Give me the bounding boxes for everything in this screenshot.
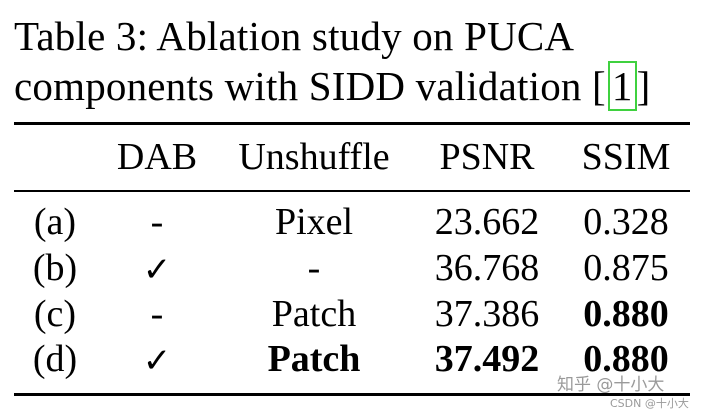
header-ssim: SSIM bbox=[581, 136, 671, 178]
row-d-psnr: 37.492 bbox=[434, 338, 540, 380]
header-unshuffle: Unshuffle bbox=[238, 136, 390, 178]
caption-line-1: Table 3: Ablation study on PUCA bbox=[14, 13, 575, 59]
row-a-label: (a) bbox=[33, 201, 77, 243]
watermark-csdn: CSDN @十小大 bbox=[610, 397, 689, 410]
header-dab: DAB bbox=[116, 136, 198, 178]
caption-line-2-text: components with SIDD validation [ bbox=[14, 63, 606, 109]
row-d-unshuffle: Patch bbox=[267, 338, 361, 380]
row-b-ssim: 0.875 bbox=[583, 247, 669, 289]
row-d-label: (d) bbox=[32, 338, 78, 380]
row-a-unshuffle: Pixel bbox=[274, 201, 354, 243]
caption-line-2: components with SIDD validation [1] bbox=[14, 61, 651, 111]
watermark-zhihu: 知乎 @十小大 bbox=[557, 375, 665, 395]
header-psnr: PSNR bbox=[439, 136, 535, 178]
row-c-dab: - bbox=[150, 293, 164, 335]
row-c-unshuffle: Patch bbox=[271, 293, 357, 335]
row-b-label: (b) bbox=[32, 247, 78, 289]
bottom-rule bbox=[14, 393, 690, 396]
row-b-dab-checkmark-icon: ✓ bbox=[142, 250, 172, 290]
row-a-psnr: 23.662 bbox=[434, 201, 540, 243]
row-b-unshuffle: - bbox=[307, 247, 321, 289]
row-a-dab: - bbox=[150, 201, 164, 243]
header-rule bbox=[14, 190, 690, 192]
row-a-ssim: 0.328 bbox=[583, 201, 669, 243]
top-rule bbox=[14, 122, 690, 125]
row-c-label: (c) bbox=[33, 293, 77, 335]
row-d-ssim: 0.880 bbox=[583, 338, 669, 380]
caption-bracket-close: ] bbox=[636, 63, 651, 109]
citation-link[interactable]: 1 bbox=[607, 61, 637, 111]
row-c-ssim: 0.880 bbox=[583, 293, 669, 335]
row-d-dab-checkmark-icon: ✓ bbox=[142, 341, 172, 381]
row-c-psnr: 37.386 bbox=[434, 293, 540, 335]
row-b-psnr: 36.768 bbox=[434, 247, 540, 289]
